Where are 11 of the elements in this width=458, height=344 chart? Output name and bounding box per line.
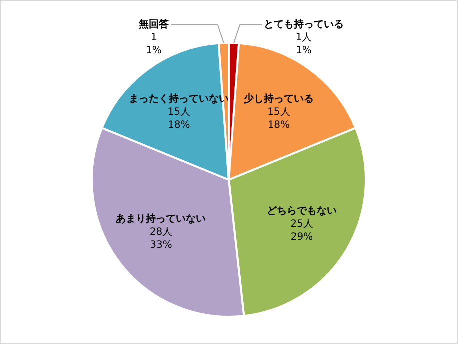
data-label: 28人 33% bbox=[150, 226, 173, 251]
slice-label: 少し持っている bbox=[242, 92, 314, 105]
slice-label: どちらでもない bbox=[267, 206, 338, 217]
data-label: 1 1% bbox=[146, 32, 162, 57]
data-label: 15人 18% bbox=[168, 106, 190, 131]
data-label: 1人 1% bbox=[296, 32, 312, 57]
data-label: 15人 18% bbox=[268, 106, 290, 131]
slice-label: とても持っている bbox=[264, 18, 344, 31]
slice-label: 無回答 bbox=[138, 18, 170, 31]
data-label: 25人 29% bbox=[290, 218, 314, 243]
slice-label: あまり持っていない bbox=[116, 212, 206, 225]
